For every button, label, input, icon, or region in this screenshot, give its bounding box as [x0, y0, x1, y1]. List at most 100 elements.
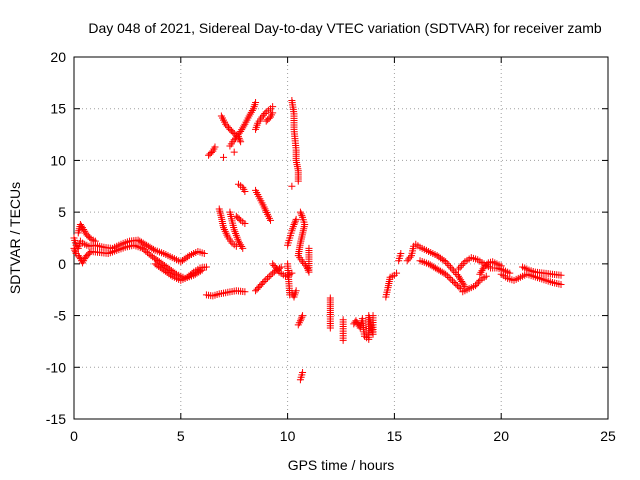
data-point [393, 269, 401, 277]
data-point [442, 258, 450, 266]
data-point [71, 246, 79, 254]
data-point [458, 261, 466, 269]
data-point [451, 269, 459, 277]
data-point [70, 244, 78, 252]
data-point [297, 315, 305, 323]
data-point [86, 249, 94, 257]
data-point [241, 187, 249, 195]
data-point [262, 276, 270, 284]
data-point [483, 260, 491, 268]
data-point [253, 285, 261, 293]
data-point [477, 268, 485, 276]
data-point [304, 265, 312, 273]
data-point [260, 277, 268, 285]
data-point [211, 143, 219, 151]
data-point [406, 253, 414, 261]
data-point [299, 258, 307, 266]
data-point [455, 283, 463, 291]
data-point [445, 274, 453, 282]
data-point [220, 153, 228, 161]
data-point [267, 216, 275, 224]
data-point [254, 284, 262, 292]
data-point [138, 244, 146, 252]
data-point [497, 262, 505, 270]
data-point [305, 244, 313, 252]
x-tick-label: 20 [493, 428, 509, 444]
data-point [445, 261, 453, 269]
data-point [240, 122, 248, 130]
data-point [447, 275, 455, 283]
data-point [476, 270, 484, 278]
y-tick-label: -10 [46, 359, 66, 375]
data-point [443, 272, 451, 280]
data-point [91, 237, 99, 245]
data-point [454, 265, 462, 273]
data-point [291, 217, 299, 225]
data-point [252, 99, 260, 107]
data-point [237, 241, 245, 249]
data-point [473, 280, 481, 288]
data-point [71, 248, 79, 256]
data-point [258, 113, 266, 121]
x-tick-label: 25 [600, 428, 616, 444]
data-point [142, 247, 150, 255]
data-point [184, 253, 192, 261]
data-point [452, 280, 460, 288]
data-point [291, 219, 299, 227]
data-point [232, 242, 240, 250]
data-point [167, 271, 175, 279]
data-point [298, 212, 306, 220]
data-point [261, 110, 269, 118]
axis-ticks: 0 5 10 15 20 25 -15 -10 -5 0 5 10 15 20 [46, 49, 616, 444]
data-point [369, 312, 377, 320]
data-point [352, 317, 360, 325]
plot-area [73, 56, 609, 420]
data-point [247, 108, 255, 116]
data-point [440, 257, 448, 265]
data-point [238, 126, 246, 134]
y-tick-label: 20 [50, 49, 66, 65]
data-point [294, 177, 302, 185]
data-point [252, 287, 260, 295]
data-point [200, 250, 208, 258]
data-point [482, 272, 490, 280]
data-point [239, 124, 247, 132]
data-point [290, 221, 298, 229]
data-point [81, 227, 89, 235]
data-point [397, 250, 405, 258]
x-tick-label: 5 [177, 428, 185, 444]
data-point [239, 244, 247, 252]
data-point [472, 282, 480, 290]
data-point [446, 263, 454, 271]
data-point [235, 215, 243, 223]
data-point [143, 249, 151, 257]
data-point [326, 324, 334, 332]
data-point [86, 234, 94, 242]
data-point [274, 266, 282, 274]
data-point [506, 269, 514, 277]
data-point [230, 148, 238, 156]
data-point [245, 112, 253, 120]
data-point [453, 282, 461, 290]
data-point [259, 111, 267, 119]
y-tick-label: 15 [50, 101, 66, 117]
data-point [80, 225, 88, 233]
data-point [149, 245, 157, 253]
y-tick-label: -15 [46, 411, 66, 427]
data-point [225, 124, 233, 132]
y-axis-label: SDTVAR / TECUs [7, 182, 23, 294]
data-point [292, 287, 300, 295]
data-point [450, 267, 458, 275]
data-point [299, 312, 307, 320]
data-point [246, 110, 254, 118]
data-point [339, 336, 347, 344]
data-point [264, 274, 272, 282]
data-point [296, 317, 304, 325]
data-point [75, 253, 83, 261]
x-axis-label: GPS time / hours [288, 457, 395, 473]
data-point [202, 263, 210, 271]
data-point [353, 319, 361, 327]
data-point [269, 103, 277, 111]
data-point [292, 215, 300, 223]
